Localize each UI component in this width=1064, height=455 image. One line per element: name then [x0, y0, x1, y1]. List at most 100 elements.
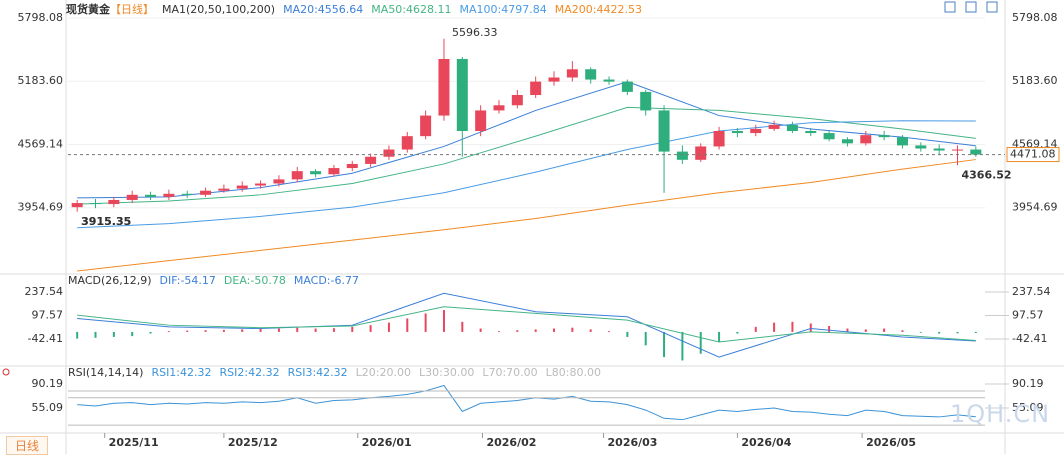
candle-body: [695, 146, 707, 160]
candle-body: [860, 135, 872, 144]
period-button[interactable]: 日线: [6, 436, 49, 455]
macd-bar: [222, 329, 225, 332]
legend-entry: L20:20.00: [355, 366, 411, 379]
y-tick-label: 5183.60: [18, 74, 64, 87]
candle-body: [530, 81, 542, 95]
last-price-tag: [1006, 147, 1060, 163]
legend: RSI(14,14,14) RSI1:42.32 RSI2:42.32 RSI3:4…: [68, 366, 601, 379]
x-tick-label: 2026/02: [486, 436, 536, 449]
macd-bar: [131, 331, 134, 337]
macd-bar: [901, 330, 904, 332]
macd-bar: [681, 331, 684, 361]
y-tick-label: 90.19: [32, 377, 64, 390]
candle-body: [511, 94, 523, 106]
y-tick-label: 3954.69: [18, 201, 64, 214]
icon[interactable]: [986, 1, 998, 13]
icon: [2, 368, 10, 376]
toolbar-icons[interactable]: [944, 1, 998, 13]
macd-bar: [204, 330, 207, 332]
candle-body: [566, 69, 578, 78]
icon[interactable]: [965, 1, 977, 13]
y-tick-label: 5183.60: [1012, 74, 1058, 87]
macd-bar: [406, 318, 409, 332]
candle-body: [181, 193, 193, 195]
legend-entry: MA100:4797.84: [459, 2, 547, 16]
indicator-line: [77, 292, 976, 358]
macd-bar: [296, 327, 299, 332]
macd-bar: [736, 331, 739, 334]
x-tick-label: 2026/03: [608, 436, 658, 449]
legend-entry: MA200:4422.53: [554, 2, 642, 16]
legend: 现货黄金 【日线】 MA1(20,50,100,200) MA20:4556.6…: [66, 1, 642, 17]
y-tick-label: 55.09: [32, 401, 64, 414]
candle-body: [255, 183, 267, 186]
indicator-line: [77, 384, 976, 421]
macd-bar: [186, 330, 189, 332]
low-annotation: 3915.35: [81, 215, 131, 228]
candle-body: [346, 163, 358, 169]
candle-body: [475, 110, 487, 132]
legend-entry: RSI1:42.32: [151, 366, 212, 379]
macd-bar: [553, 328, 556, 332]
candle-body: [621, 81, 633, 92]
legend-entry: DEA:-50.78: [223, 274, 286, 287]
legend-entry: MA50:4628.11: [371, 2, 452, 16]
legend-entry: MA20:4556.64: [283, 2, 364, 16]
macd-bar: [461, 321, 464, 332]
legend-entry: MACD:-6.77: [293, 274, 359, 287]
macd-bar: [773, 322, 776, 332]
macd-bar: [919, 331, 922, 333]
x-tick-label: 2025/12: [228, 436, 278, 449]
candle-body: [841, 139, 853, 144]
candle-body: [493, 105, 505, 111]
candle-body: [420, 115, 432, 137]
macd-bar: [974, 331, 977, 334]
macd-bar: [387, 322, 390, 332]
candle-body: [273, 179, 285, 184]
macd-bar: [883, 328, 886, 332]
candle-body: [291, 171, 303, 180]
candle-body: [328, 168, 340, 175]
icon[interactable]: [944, 1, 956, 13]
candle-body: [163, 193, 175, 197]
candle-body: [915, 145, 927, 149]
y-tick-label: -42.41: [28, 332, 63, 345]
macd-bar: [846, 328, 849, 332]
legend-entry: L70:70.00: [482, 366, 538, 379]
macd-bar: [718, 331, 721, 342]
macd-bar: [828, 326, 831, 332]
candle-body: [878, 135, 890, 138]
macd-bar: [76, 331, 79, 339]
y-tick-label: 3954.69: [1012, 201, 1058, 214]
indicator-line: [77, 159, 976, 272]
macd-bar: [479, 328, 482, 332]
candle-body: [951, 149, 963, 151]
y-tick-label: 237.54: [25, 285, 64, 298]
candle-body: [731, 131, 743, 134]
legend-entry: L80:80.00: [545, 366, 601, 379]
macd-bar: [497, 331, 500, 332]
y-tick-label: 97.57: [1012, 309, 1044, 322]
x-tick-label: 2025/11: [109, 436, 159, 449]
watermark: 1QH.CN: [950, 400, 1051, 428]
macd-bar: [424, 313, 427, 332]
macd-bar: [699, 331, 702, 354]
macd-bar: [534, 329, 537, 332]
y-tick-label: 5798.08: [18, 11, 64, 24]
candle-body: [438, 58, 450, 116]
macd-bar: [167, 331, 170, 332]
legend-entry: L30:30.00: [419, 366, 475, 379]
x-tick-label: 2026/04: [741, 436, 791, 449]
macd-bar: [809, 323, 812, 332]
macd-bar: [442, 310, 445, 332]
candle-body: [658, 110, 670, 152]
indicator-line: [77, 120, 976, 229]
candle-body: [786, 124, 798, 132]
candle-body: [145, 194, 157, 197]
last-price-label: 4471.08: [1010, 148, 1056, 161]
indicator-line: [77, 81, 976, 199]
indicator-label: RSI(14,14,14): [68, 366, 144, 379]
macd-bar: [663, 331, 666, 358]
candle-body: [365, 156, 377, 164]
